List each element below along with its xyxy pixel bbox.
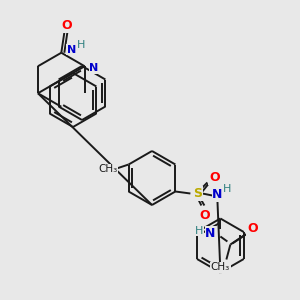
Text: N: N [67, 45, 76, 55]
Text: H: H [223, 184, 232, 194]
Text: CH₃: CH₃ [98, 164, 117, 175]
Text: O: O [199, 209, 210, 222]
Text: CH₃: CH₃ [211, 262, 230, 272]
Text: N: N [205, 227, 216, 240]
Text: O: O [209, 171, 220, 184]
Text: N: N [212, 188, 223, 201]
Text: O: O [247, 222, 258, 235]
Text: H: H [195, 226, 204, 236]
Text: N: N [89, 63, 98, 73]
Text: O: O [61, 19, 72, 32]
Text: H: H [77, 40, 86, 50]
Text: S: S [193, 187, 202, 200]
